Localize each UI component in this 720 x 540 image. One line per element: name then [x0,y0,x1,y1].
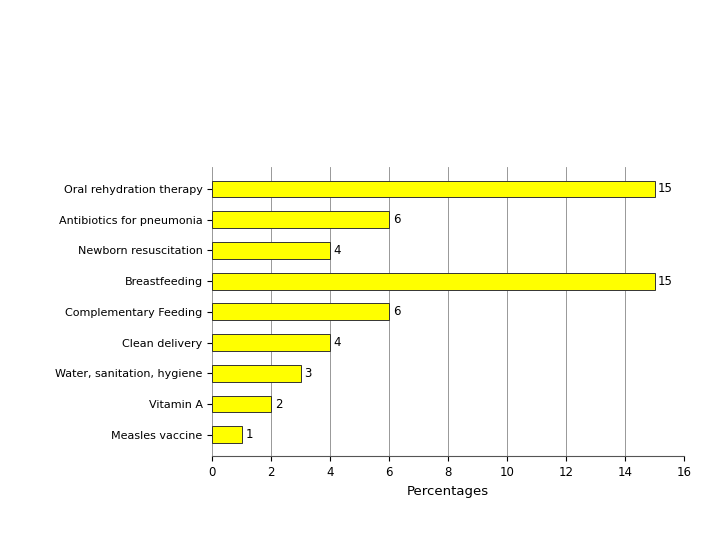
Text: 15: 15 [658,183,673,195]
Text: 3: 3 [305,367,312,380]
Bar [212,211,390,228]
Text: 4: 4 [334,336,341,349]
X-axis label: Percentages: Percentages [407,484,490,497]
Bar [212,365,301,382]
Text: 4: 4 [334,244,341,257]
Text: 2: 2 [275,397,282,410]
Bar [212,426,242,443]
Text: 6: 6 [393,213,400,226]
Bar [212,396,271,413]
Bar [212,334,330,351]
Bar [212,242,330,259]
Bar [212,273,654,289]
Text: key interventions in India: key interventions in India [195,81,525,104]
Text: Lancet Child Survival Series,2003, Jones G et al. Indian J Pediatr 2006: Lancet Child Survival Series,2003, Jones… [155,502,565,516]
Text: U-5 child deaths (%) saved by universalising: U-5 child deaths (%) saved by universali… [73,30,647,53]
Bar [212,180,654,198]
Text: 6: 6 [393,305,400,319]
Bar [212,303,390,320]
Text: 1: 1 [246,428,253,441]
Text: 15: 15 [658,275,673,288]
